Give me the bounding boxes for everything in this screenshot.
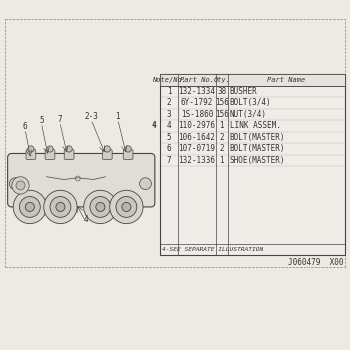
Text: 2: 2 [219, 144, 224, 153]
Text: 5: 5 [167, 133, 172, 142]
FancyBboxPatch shape [123, 150, 133, 159]
Circle shape [84, 190, 117, 224]
Text: 38: 38 [217, 87, 226, 96]
Circle shape [47, 146, 53, 152]
Circle shape [116, 197, 137, 217]
Text: 156: 156 [215, 98, 229, 107]
Circle shape [110, 190, 143, 224]
Circle shape [12, 177, 29, 194]
Text: 1: 1 [219, 156, 224, 165]
Text: 3: 3 [167, 110, 172, 119]
Text: 107-0719: 107-0719 [178, 144, 215, 153]
Circle shape [125, 146, 131, 152]
Circle shape [122, 202, 131, 211]
Text: 5: 5 [39, 116, 44, 125]
FancyBboxPatch shape [8, 153, 155, 207]
Text: LINK ASSEM.: LINK ASSEM. [230, 121, 280, 130]
Bar [160, 74, 345, 86]
Text: 7: 7 [167, 156, 172, 165]
Circle shape [13, 190, 47, 224]
Text: NUT(3/4): NUT(3/4) [230, 110, 266, 119]
Text: Part No.: Part No. [180, 77, 214, 83]
Circle shape [25, 202, 34, 211]
Circle shape [56, 202, 65, 211]
Text: 4-SEE SEPARATE ILLUSTRATION: 4-SEE SEPARATE ILLUSTRATION [162, 247, 264, 252]
Text: 6Y-1792: 6Y-1792 [181, 98, 213, 107]
Circle shape [50, 197, 71, 217]
FancyBboxPatch shape [64, 150, 74, 159]
Text: BOLT(MASTER): BOLT(MASTER) [230, 133, 285, 142]
Text: 110-2976: 110-2976 [178, 121, 215, 130]
Text: 6: 6 [23, 122, 27, 131]
Circle shape [16, 181, 25, 190]
Text: BUSHER: BUSHER [230, 87, 257, 96]
Bar [160, 74, 345, 255]
Text: 2-3: 2-3 [84, 112, 98, 121]
FancyBboxPatch shape [26, 150, 36, 159]
Text: 132-1336: 132-1336 [178, 156, 215, 165]
Text: 4: 4 [83, 215, 88, 224]
Circle shape [66, 146, 72, 152]
Text: 132-1334: 132-1334 [178, 87, 215, 96]
Text: Part Name: Part Name [267, 77, 306, 83]
Text: Note/No.: Note/No. [152, 77, 186, 83]
Circle shape [140, 178, 152, 190]
Text: J060479  X00: J060479 X00 [288, 258, 343, 267]
Text: 1: 1 [167, 87, 172, 96]
Text: 156: 156 [215, 110, 229, 119]
Text: SHOE(MASTER): SHOE(MASTER) [230, 156, 285, 165]
Circle shape [44, 190, 77, 224]
Text: 4: 4 [167, 121, 172, 130]
Text: 4: 4 [152, 121, 156, 130]
Circle shape [96, 202, 105, 211]
Text: 1S-1860: 1S-1860 [181, 110, 213, 119]
Circle shape [90, 197, 111, 217]
Text: 7: 7 [57, 115, 62, 124]
Text: Qty.: Qty. [214, 77, 230, 83]
Circle shape [104, 146, 110, 152]
Circle shape [28, 146, 34, 152]
Text: BOLT(MASTER): BOLT(MASTER) [230, 144, 285, 153]
Text: 106-1642: 106-1642 [178, 133, 215, 142]
Text: 1: 1 [116, 112, 120, 121]
Text: BOLT(3/4): BOLT(3/4) [230, 98, 271, 107]
FancyBboxPatch shape [103, 150, 112, 159]
Text: 6: 6 [167, 144, 172, 153]
Text: 2: 2 [167, 98, 172, 107]
Text: 1: 1 [219, 121, 224, 130]
FancyBboxPatch shape [45, 150, 55, 159]
Circle shape [9, 178, 21, 190]
Text: 2: 2 [219, 133, 224, 142]
Circle shape [20, 197, 40, 217]
